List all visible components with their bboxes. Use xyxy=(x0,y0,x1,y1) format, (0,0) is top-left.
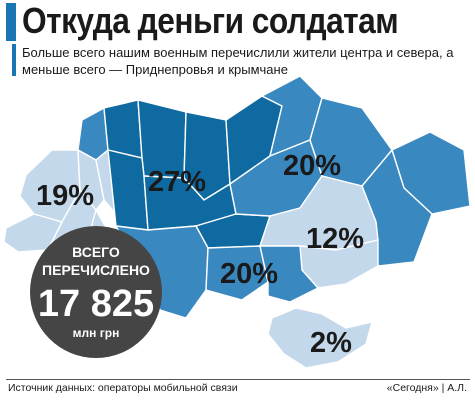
total-unit: млн грн xyxy=(73,326,120,340)
label-west: 19% xyxy=(36,180,94,212)
page-subtitle: Больше всего нашим военным перечислили ж… xyxy=(22,45,454,77)
region-rivne xyxy=(103,99,143,159)
label-south: 20% xyxy=(220,258,278,290)
footer-credit: «Сегодня» | А.Л. xyxy=(386,382,467,394)
title-accent-bar xyxy=(6,3,16,41)
label-crimea: 2% xyxy=(310,327,352,359)
footer-source: Источник данных: операторы мобильной свя… xyxy=(8,382,238,394)
page-title: Откуда деньги солдатам xyxy=(22,0,399,41)
footer-divider xyxy=(6,379,470,380)
label-dnipro: 12% xyxy=(306,223,364,255)
region-vinnytsia xyxy=(107,149,149,231)
region-mykolaiv xyxy=(205,245,269,301)
region-kherson xyxy=(259,245,319,303)
region-ternopil xyxy=(77,149,105,211)
region-group-center xyxy=(103,95,283,249)
region-group-west xyxy=(3,107,117,257)
region-crimea xyxy=(267,307,373,369)
total-line2: ПЕРЕЧИСЛЕНО xyxy=(42,262,150,278)
subtitle-accent-bar xyxy=(12,44,16,76)
total-value: 17 825 xyxy=(38,283,154,325)
region-group-east xyxy=(229,75,471,267)
total-circle xyxy=(30,226,162,358)
total-badge: ВСЕГО ПЕРЕЧИСЛЕНО 17 825 млн грн xyxy=(30,226,162,358)
label-east: 20% xyxy=(283,150,341,182)
total-line1: ВСЕГО xyxy=(72,244,120,260)
label-center: 27% xyxy=(148,166,206,198)
